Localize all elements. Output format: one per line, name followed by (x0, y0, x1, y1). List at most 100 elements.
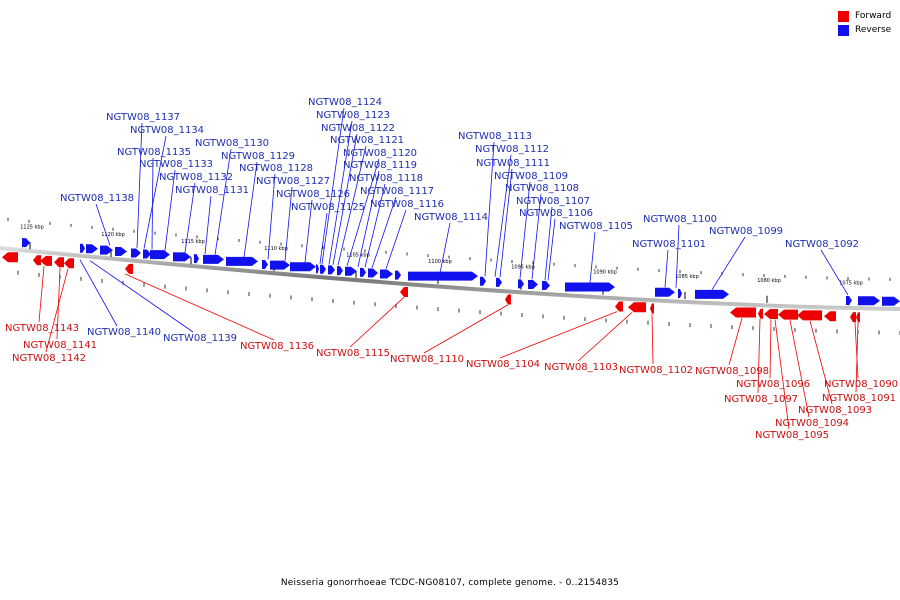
reverse-swatch (838, 24, 849, 36)
reverse-leader (544, 206, 553, 281)
forward-gene-label: NGTW08_1142 (12, 353, 86, 364)
reverse-gene (480, 276, 486, 286)
forward-gene (650, 303, 654, 314)
reverse-gene-label: NGTW08_1125 (291, 202, 365, 213)
scale-label: 1095 kbp (511, 265, 535, 271)
reverse-gene-label: NGTW08_1126 (276, 189, 350, 200)
scale-label: 1100 kbp (428, 259, 452, 265)
reverse-leader (214, 148, 232, 255)
reverse-leader (136, 122, 143, 249)
forward-gene-label: NGTW08_1102 (619, 365, 693, 376)
reverse-leader (95, 203, 111, 246)
forward-gene (125, 263, 133, 274)
forward-leader (499, 311, 618, 359)
reverse-gene-label: NGTW08_1134 (130, 125, 204, 136)
reverse-gene (496, 277, 502, 287)
reverse-leader (711, 236, 746, 290)
reverse-gene (368, 268, 378, 278)
legend-forward: Forward (838, 9, 891, 23)
forward-gene (778, 309, 798, 320)
forward-gene-label: NGTW08_1093 (798, 405, 872, 416)
reverse-leader (304, 199, 313, 263)
forward-leader (769, 319, 772, 379)
reverse-gene (320, 264, 326, 274)
reverse-gene-label: NGTW08_1109 (494, 171, 568, 182)
reverse-gene (678, 288, 682, 298)
reverse-leader (89, 260, 194, 333)
reverse-leader (267, 173, 276, 260)
forward-gene-label: NGTW08_1115 (316, 348, 390, 359)
scale-label: 1075 kbp (839, 280, 863, 286)
reverse-gene-label: NGTW08_1112 (475, 144, 549, 155)
forward-leader (38, 266, 45, 323)
scale-label: 1110 kbp (264, 246, 288, 252)
gene-labels: NGTW08_1137NGTW08_1134NGTW08_1135NGTW08_… (5, 97, 898, 441)
genome-backbone (0, 246, 900, 311)
forward-gene-label: NGTW08_1096 (736, 379, 810, 390)
reverse-gene (175, 252, 191, 262)
reverse-gene-label: NGTW08_1139 (163, 333, 237, 344)
reverse-leader (589, 231, 596, 284)
reverse-gene (695, 289, 729, 299)
reverse-gene (380, 269, 393, 279)
reverse-gene-label: NGTW08_1123 (316, 110, 390, 121)
reverse-leader (184, 182, 196, 253)
reverse-gene-label: NGTW08_1140 (87, 327, 161, 338)
reverse-gene (360, 267, 366, 277)
reverse-leader (664, 249, 669, 288)
reverse-gene-label: NGTW08_1099 (709, 226, 783, 237)
reverse-gene-label: NGTW08_1122 (321, 123, 395, 134)
forward-leader (349, 296, 405, 348)
reverse-leader (371, 196, 397, 268)
reverse-gene-label: NGTW08_1133 (139, 159, 213, 170)
forward-leader (854, 322, 859, 379)
reverse-gene (542, 280, 550, 290)
reverse-gene-label: NGTW08_1121 (330, 135, 404, 146)
reverse-gene-label: NGTW08_1124 (308, 97, 382, 108)
reverse-leader (357, 170, 380, 267)
reverse-gene-label: NGTW08_1127 (256, 176, 330, 187)
reverse-gene (22, 238, 30, 248)
forward-gene (400, 286, 408, 297)
reverse-gene-label: NGTW08_1113 (458, 131, 532, 142)
label-leader-lines (38, 107, 859, 430)
reverse-gene-label: NGTW08_1111 (476, 158, 550, 169)
legend: Forward Reverse (838, 9, 891, 37)
forward-gene-label: NGTW08_1103 (544, 362, 618, 373)
reverse-gene (131, 248, 141, 258)
reverse-leader (319, 212, 328, 264)
reverse-gene (203, 254, 224, 264)
reverse-gene-label: NGTW08_1101 (632, 239, 706, 250)
reverse-leader (531, 193, 542, 280)
forward-gene-label: NGTW08_1110 (390, 354, 464, 365)
reverse-gene-label: NGTW08_1129 (221, 151, 295, 162)
reverse-gene-label: NGTW08_1100 (643, 214, 717, 225)
reverse-gene (262, 259, 268, 269)
reverse-gene-label: NGTW08_1130 (195, 138, 269, 149)
forward-gene (730, 307, 756, 318)
forward-leader (757, 318, 761, 394)
forward-gene-label: NGTW08_1097 (724, 394, 798, 405)
forward-gene-label: NGTW08_1141 (23, 340, 97, 351)
reverse-gene (345, 266, 357, 276)
reverse-gene (528, 280, 538, 290)
reverse-leader (79, 259, 118, 327)
forward-gene (2, 252, 18, 263)
legend-reverse-label: Reverse (855, 25, 892, 35)
forward-gene (505, 294, 511, 305)
reverse-gene-label: NGTW08_1107 (516, 196, 590, 207)
forward-gene-label: NGTW08_1104 (466, 359, 540, 370)
reverse-gene (655, 287, 675, 297)
reverse-gene-label: NGTW08_1117 (360, 186, 434, 197)
reverse-leader (143, 135, 167, 249)
forward-gene-label: NGTW08_1098 (695, 366, 769, 377)
reverse-leader (499, 168, 513, 278)
reverse-gene (86, 244, 98, 254)
reverse-gene-label: NGTW08_1105 (559, 221, 633, 232)
legend-forward-label: Forward (855, 11, 892, 21)
reverse-gene-label: NGTW08_1118 (349, 173, 423, 184)
forward-gene (40, 255, 52, 266)
scale-label: 1120 kbp (101, 232, 125, 238)
reverse-gene-label: NGTW08_1092 (785, 239, 859, 250)
